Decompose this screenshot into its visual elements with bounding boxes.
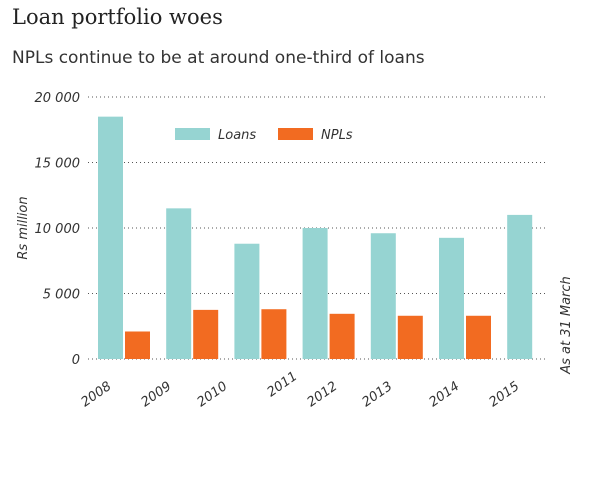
bar (261, 309, 287, 359)
x-tick-label: 2011 (265, 369, 301, 400)
bar (302, 228, 328, 359)
bar (193, 309, 219, 359)
y-tick-label: 0 (72, 353, 80, 368)
bar (466, 315, 491, 359)
annotation: As at 31 March (559, 276, 574, 375)
x-tick-label: 2009 (139, 379, 175, 410)
x-tick-label: 2008 (79, 379, 115, 410)
bar (234, 243, 260, 359)
chart-subtitle: NPLs continue to be at around one-third … (12, 48, 425, 68)
x-tick-label: 2012 (305, 379, 341, 410)
y-tick-label: 10 000 (35, 222, 81, 237)
legend-swatch (278, 128, 313, 140)
y-tick-label: 15 000 (35, 157, 81, 172)
chart-title: Loan portfolio woes (12, 5, 223, 29)
bar (125, 331, 150, 359)
legend-label: NPLs (321, 128, 353, 143)
bar (397, 315, 423, 359)
bar (439, 237, 464, 359)
bar (98, 116, 123, 360)
bar (166, 208, 192, 359)
legend-label: Loans (218, 128, 256, 143)
legend-swatch (175, 128, 210, 140)
bar (329, 313, 355, 359)
y-tick-label: 5 000 (43, 288, 80, 303)
bar (507, 214, 533, 359)
x-tick-label: 2013 (360, 379, 396, 410)
bar (370, 233, 396, 359)
y-tick-label: 20 000 (35, 91, 81, 106)
y-axis-label: Rs million (16, 196, 31, 259)
x-tick-label: 2014 (427, 379, 463, 410)
x-tick-label: 2015 (487, 379, 523, 410)
x-tick-label: 2010 (195, 379, 231, 410)
